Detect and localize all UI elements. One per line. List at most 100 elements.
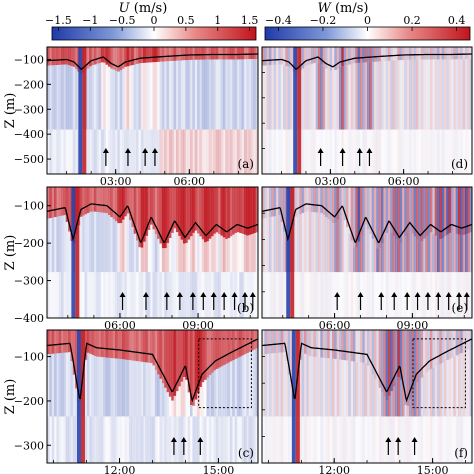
- panel-label: (d): [451, 157, 468, 171]
- x-tick-label: 03:00: [100, 175, 132, 188]
- panel-label: (e): [452, 301, 468, 315]
- colorbar-tick-label: −0.4: [265, 14, 292, 27]
- colorbar-u: −1.5 −1 −0.5 0 0.5 1 1.5: [45, 14, 259, 41]
- arrow-head: [317, 148, 324, 153]
- y-tick-label: −500: [14, 153, 44, 166]
- arrow-head: [241, 292, 248, 297]
- x-tick-label: 03:00: [315, 175, 347, 188]
- x-tick-label: 15:00: [203, 464, 235, 474]
- y-tick-label: −400: [14, 128, 44, 141]
- arrow-head: [102, 148, 109, 153]
- arrow-head: [151, 148, 158, 153]
- arrow-head: [221, 292, 228, 297]
- panel-f: 12:00 15:00 (f): [261, 329, 473, 474]
- arrow-head: [391, 292, 398, 297]
- colorbar-tick-label: 1: [214, 14, 221, 27]
- panel-frame: [46, 186, 259, 319]
- panel-frame: [46, 46, 259, 175]
- y-tick-label: −200: [14, 395, 44, 408]
- arrow-head: [339, 148, 346, 153]
- arrow-head: [424, 292, 431, 297]
- panel-e: 06:00 09:00 (e): [261, 186, 473, 332]
- colorbar-tick-label: −1.5: [45, 14, 72, 27]
- x-tick-label: 06:00: [388, 175, 420, 188]
- x-tick-label: 15:00: [417, 464, 449, 474]
- arrow-head: [176, 292, 183, 297]
- x-tick-label: 06:00: [173, 175, 205, 188]
- arrow-head: [142, 148, 149, 153]
- colorbar-tick-label: 0: [151, 14, 158, 27]
- arrow-head: [124, 148, 131, 153]
- arrow-head: [200, 292, 207, 297]
- panel-a: 03:00 06:00 −100 −200 −300 −400 −500 (a): [14, 46, 259, 188]
- x-tick-label: 09:00: [397, 319, 429, 332]
- y-tick-label: −200: [14, 237, 44, 250]
- panel-b: 06:00 09:00 −100 −200 −300 −400 (b): [14, 186, 259, 332]
- interface-depth-line: [47, 53, 258, 70]
- arrow-head: [334, 292, 341, 297]
- arrow-head: [395, 437, 402, 442]
- arrow-head: [356, 148, 363, 153]
- interface-depth-line: [47, 338, 258, 403]
- y-tick-label: −100: [14, 351, 44, 364]
- interface-depth-line: [262, 53, 472, 70]
- colorbar-tick-label: 1.5: [241, 14, 259, 27]
- panel-label: (f): [454, 446, 468, 460]
- arrow-head: [385, 437, 392, 442]
- colorbar-tick-label: −0.2: [310, 14, 337, 27]
- arrow-head: [445, 292, 452, 297]
- panel-label: (a): [237, 157, 254, 171]
- panel-frame: [261, 46, 473, 175]
- dashed-box: [412, 338, 466, 409]
- interface-depth-line: [47, 203, 258, 244]
- arrow-head: [414, 292, 421, 297]
- colorbar-tick-label: 0.4: [448, 14, 466, 27]
- panel-label: (c): [238, 446, 254, 460]
- x-tick-label: 12:00: [318, 464, 350, 474]
- y-axis-label: Z (m): [3, 93, 18, 129]
- colorbar-w-title: W (m/s): [317, 1, 368, 16]
- arrow-head: [197, 437, 204, 442]
- interface-depth-line: [262, 203, 472, 244]
- x-tick-label: 09:00: [182, 319, 214, 332]
- arrow-head: [357, 292, 364, 297]
- panel-frame: [261, 186, 473, 319]
- y-tick-label: −400: [14, 312, 44, 325]
- arrow-head: [119, 292, 126, 297]
- arrow-head: [404, 292, 411, 297]
- colorbar-tick-label: −1: [82, 14, 98, 27]
- y-tick-label: −300: [14, 275, 44, 288]
- panel-label: (b): [237, 301, 254, 315]
- colorbar-w: −0.4 −0.2 0 0.2 0.4: [264, 14, 471, 41]
- dashed-box: [198, 338, 252, 409]
- arrow-head: [180, 437, 187, 442]
- y-tick-label: −100: [14, 200, 44, 213]
- y-tick-label: −300: [14, 103, 44, 116]
- arrow-head: [378, 292, 385, 297]
- arrow-head: [163, 292, 170, 297]
- x-tick-label: 06:00: [104, 319, 136, 332]
- x-tick-label: 12:00: [104, 464, 136, 474]
- arrow-head: [456, 292, 463, 297]
- arrow-head: [249, 292, 256, 297]
- arrow-head: [189, 292, 196, 297]
- y-tick-label: −300: [14, 439, 44, 452]
- colorbar-u-title: U (m/s): [119, 1, 168, 16]
- arrow-head: [142, 292, 149, 297]
- arrow-head: [366, 148, 373, 153]
- arrow-head: [231, 292, 238, 297]
- panel-c: 12:00 15:00 −100 −200 −300 (c): [14, 329, 259, 474]
- arrow-head: [463, 292, 470, 297]
- x-tick-label: 06:00: [319, 319, 351, 332]
- y-tick-label: −200: [14, 78, 44, 91]
- interface-depth-line: [262, 338, 472, 403]
- colorbar-tick-label: 0.5: [177, 14, 195, 27]
- arrow-head: [210, 292, 217, 297]
- colorbar-tick-label: −0.5: [109, 14, 136, 27]
- colorbar-tick-label: 0: [364, 14, 371, 27]
- y-tick-label: −100: [14, 53, 44, 66]
- colorbar-tick-label: 0.2: [403, 14, 421, 27]
- arrow-head: [435, 292, 442, 297]
- arrow-head: [411, 437, 418, 442]
